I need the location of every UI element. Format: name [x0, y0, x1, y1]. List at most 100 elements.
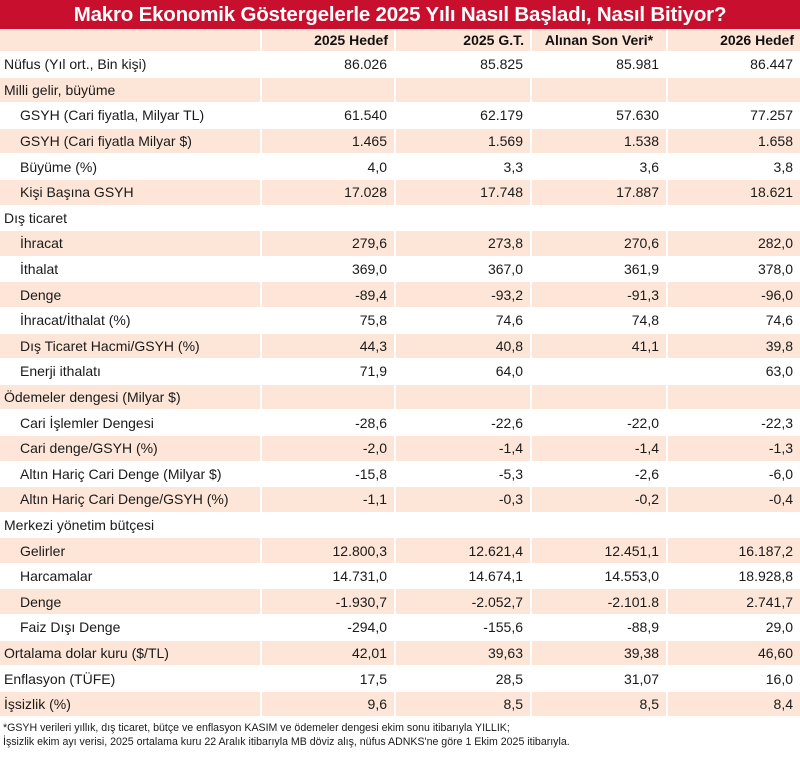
cell-2025-target: -2,0 — [262, 435, 396, 462]
cell-latest-data: 1.538 — [532, 128, 668, 155]
cell-2025-gt: -0,3 — [396, 487, 532, 513]
table-row: Altın Hariç Cari Denge/GSYH (%) -1,1 -0,… — [0, 487, 800, 513]
cell-2026-target: 1.658 — [668, 128, 800, 155]
table-row: İhracat 279,6 273,8 270,6 282,0 — [0, 231, 800, 257]
cell-2025-gt: -2.052,7 — [396, 589, 532, 616]
table-row: Faiz Dışı Denge -294,0 -155,6 -88,9 29,0 — [0, 615, 800, 641]
row-label: Gelirler — [0, 538, 262, 564]
cell-2025-target: 4,0 — [262, 154, 396, 180]
cell-latest-data: -2.101.8 — [532, 589, 668, 616]
cell-latest-data: -91,3 — [532, 282, 668, 308]
table-title: Makro Ekonomik Göstergelerle 2025 Yılı N… — [0, 0, 800, 29]
cell-latest-data: 31,07 — [532, 666, 668, 692]
cell-2025-gt — [396, 205, 532, 232]
cell-latest-data: 39,38 — [532, 640, 668, 667]
table-row: Gelirler 12.800,3 12.621,4 12.451,1 16.1… — [0, 538, 800, 564]
cell-2026-target: 74,6 — [668, 307, 800, 334]
cell-2025-target: 86.026 — [262, 52, 396, 78]
table-row: GSYH (Cari fiyatla Milyar $) 1.465 1.569… — [0, 128, 800, 155]
cell-2026-target: -1,3 — [668, 435, 800, 462]
section-label: Milli gelir, büyüme — [0, 77, 262, 104]
row-label: Cari denge/GSYH (%) — [0, 435, 262, 462]
cell-2025-gt: 85.825 — [396, 52, 532, 78]
row-label: Ortalama dolar kuru ($/TL) — [0, 640, 262, 667]
row-label: Altın Hariç Cari Denge/GSYH (%) — [0, 487, 262, 513]
table-row: İthalat 369,0 367,0 361,9 378,0 — [0, 256, 800, 283]
row-label: Harcamalar — [0, 563, 262, 590]
cell-2026-target: 2.741,7 — [668, 589, 800, 616]
cell-2025-gt: 64,0 — [396, 359, 532, 385]
table-row: Cari İşlemler Dengesi -28,6 -22,6 -22,0 … — [0, 410, 800, 436]
cell-latest-data: -88,9 — [532, 615, 668, 641]
cell-2025-target: 279,6 — [262, 231, 396, 257]
section-row: Milli gelir, büyüme — [0, 77, 800, 104]
cell-2026-target — [668, 77, 800, 104]
footnote-line: *GSYH verileri yıllık, dış ticaret, bütç… — [3, 722, 510, 735]
header-2025-target: 2025 Hedef — [262, 29, 396, 52]
row-label: Denge — [0, 589, 262, 616]
row-label: Büyüme (%) — [0, 154, 262, 180]
table-row: Büyüme (%) 4,0 3,3 3,6 3,8 — [0, 154, 800, 180]
cell-latest-data: 17.887 — [532, 179, 668, 206]
cell-2025-gt: 40,8 — [396, 333, 532, 360]
cell-2026-target: 39,8 — [668, 333, 800, 360]
cell-2025-gt: -1,4 — [396, 435, 532, 462]
cell-2026-target: 63,0 — [668, 359, 800, 385]
cell-2025-gt: 8,5 — [396, 691, 532, 718]
row-label: Dış Ticaret Hacmi/GSYH (%) — [0, 333, 262, 360]
table-row: Denge -89,4 -93,2 -91,3 -96,0 — [0, 282, 800, 308]
cell-latest-data: -22,0 — [532, 410, 668, 436]
section-row: Merkezi yönetim bütçesi — [0, 512, 800, 539]
table-row: Enerji ithalatı 71,9 64,0 63,0 — [0, 359, 800, 385]
cell-2026-target: 29,0 — [668, 615, 800, 641]
cell-2025-gt: -93,2 — [396, 282, 532, 308]
cell-2025-target: 17.028 — [262, 179, 396, 206]
section-label: Dış ticaret — [0, 205, 262, 232]
cell-2025-gt: 74,6 — [396, 307, 532, 334]
cell-2026-target: 16.187,2 — [668, 538, 800, 564]
cell-latest-data: 14.553,0 — [532, 563, 668, 590]
table-row: İşsizlik (%) 9,6 8,5 8,5 8,4 — [0, 691, 800, 718]
row-label: GSYH (Cari fiyatla Milyar $) — [0, 128, 262, 155]
row-label: Enflasyon (TÜFE) — [0, 666, 262, 692]
cell-2025-target: 17,5 — [262, 666, 396, 692]
cell-2025-gt — [396, 512, 532, 539]
section-row: Dış ticaret — [0, 205, 800, 232]
table-row: Altın Hariç Cari Denge (Milyar $) -15,8 … — [0, 461, 800, 488]
cell-2026-target: 77.257 — [668, 103, 800, 129]
cell-2025-target: 44,3 — [262, 333, 396, 360]
cell-latest-data: 8,5 — [532, 691, 668, 718]
cell-2026-target: -6,0 — [668, 461, 800, 488]
cell-latest-data: 41,1 — [532, 333, 668, 360]
row-label: Altın Hariç Cari Denge (Milyar $) — [0, 461, 262, 488]
row-label: İthalat — [0, 256, 262, 283]
cell-2025-gt — [396, 384, 532, 411]
cell-2026-target: 16,0 — [668, 666, 800, 692]
cell-2025-target: -89,4 — [262, 282, 396, 308]
cell-2025-gt: 273,8 — [396, 231, 532, 257]
cell-2026-target: -22,3 — [668, 410, 800, 436]
cell-latest-data: -0,2 — [532, 487, 668, 513]
cell-latest-data — [532, 512, 668, 539]
cell-2025-target — [262, 205, 396, 232]
row-label: İhracat/İthalat (%) — [0, 307, 262, 334]
cell-2025-target — [262, 77, 396, 104]
cell-latest-data: 74,8 — [532, 307, 668, 334]
table-row: Denge -1.930,7 -2.052,7 -2.101.8 2.741,7 — [0, 589, 800, 616]
cell-latest-data: 3,6 — [532, 154, 668, 180]
row-label: Cari İşlemler Dengesi — [0, 410, 262, 436]
row-label: İhracat — [0, 231, 262, 257]
cell-2026-target: 46,60 — [668, 640, 800, 667]
cell-latest-data: 12.451,1 — [532, 538, 668, 564]
cell-2025-gt: 28,5 — [396, 666, 532, 692]
table-row: Harcamalar 14.731,0 14.674,1 14.553,0 18… — [0, 563, 800, 590]
cell-2025-target: 14.731,0 — [262, 563, 396, 590]
table-row: Kişi Başına GSYH 17.028 17.748 17.887 18… — [0, 179, 800, 206]
row-label: GSYH (Cari fiyatla, Milyar TL) — [0, 103, 262, 129]
table-row: GSYH (Cari fiyatla, Milyar TL) 61.540 62… — [0, 103, 800, 129]
cell-2025-target: -1.930,7 — [262, 589, 396, 616]
cell-2025-target: 369,0 — [262, 256, 396, 283]
table-row: Nüfus (Yıl ort., Bin kişi) 86.026 85.825… — [0, 52, 800, 78]
cell-2025-gt: 367,0 — [396, 256, 532, 283]
cell-2025-gt: 62.179 — [396, 103, 532, 129]
